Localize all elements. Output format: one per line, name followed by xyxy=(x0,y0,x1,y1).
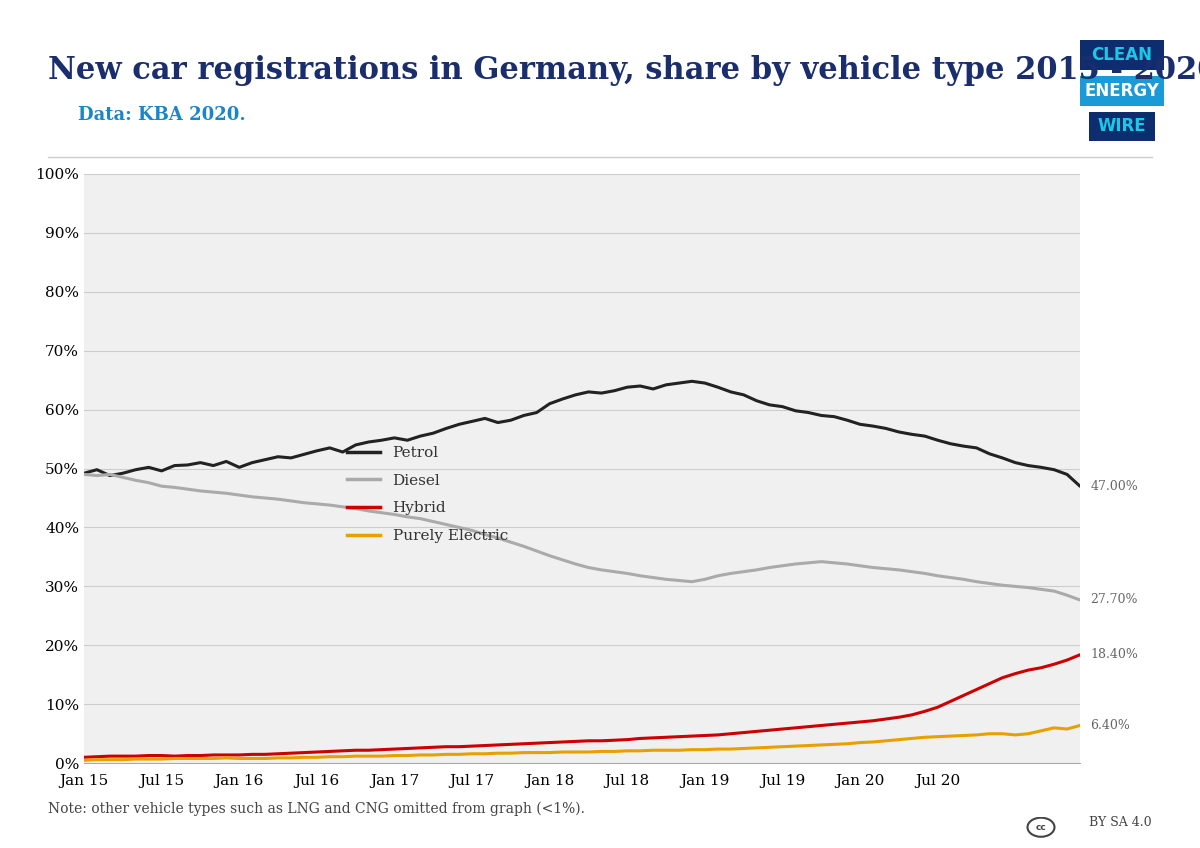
Text: BY SA 4.0: BY SA 4.0 xyxy=(1090,816,1152,829)
Text: 47.00%: 47.00% xyxy=(1091,480,1138,493)
Text: WIRE: WIRE xyxy=(1098,117,1146,136)
Text: 27.70%: 27.70% xyxy=(1091,594,1138,606)
Text: New car registrations in Germany, share by vehicle type 2015 - 2020.: New car registrations in Germany, share … xyxy=(48,55,1200,86)
Legend: Petrol, Diesel, Hybrid, Purely Electric: Petrol, Diesel, Hybrid, Purely Electric xyxy=(341,440,514,550)
Text: cc: cc xyxy=(1036,823,1046,832)
Text: 18.40%: 18.40% xyxy=(1091,648,1139,661)
Text: Note: other vehicle types such as LNG and CNG omitted from graph (<1%).: Note: other vehicle types such as LNG an… xyxy=(48,801,584,816)
Text: CLEAN: CLEAN xyxy=(1092,46,1152,64)
Text: ENERGY: ENERGY xyxy=(1085,81,1159,100)
Text: 6.40%: 6.40% xyxy=(1091,719,1130,732)
Text: Data: KBA 2020.: Data: KBA 2020. xyxy=(78,106,246,124)
